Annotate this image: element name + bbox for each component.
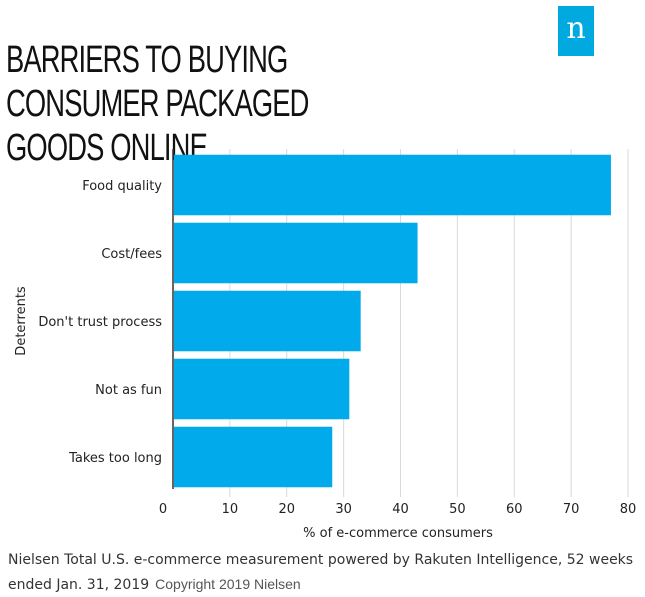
chart-title: Barriers to buying consumer packaged goo… — [6, 39, 309, 169]
x-axis-label: % of e-commerce consumers — [303, 526, 493, 541]
x-tick-label: 80 — [620, 502, 637, 517]
bar — [174, 290, 361, 352]
category-label: Cost/fees — [101, 247, 162, 262]
source-note: Nielsen Total U.S. e-commerce measuremen… — [8, 548, 638, 597]
y-axis-label: Deterrents — [14, 286, 29, 356]
bars — [174, 154, 611, 488]
bar — [174, 222, 418, 284]
source-text: Nielsen Total U.S. e-commerce measuremen… — [8, 552, 634, 593]
bar-chart: Food quality Cost/fees Don't trust process… — [14, 149, 636, 541]
x-tick-label: 70 — [563, 502, 580, 517]
bar — [174, 154, 611, 216]
x-tick-labels: 0 10 20 30 40 50 60 70 80 — [159, 502, 636, 517]
x-tick-label: 40 — [392, 502, 409, 517]
x-tick-label: 10 — [222, 502, 239, 517]
logo-letter: n — [566, 11, 586, 46]
category-label: Takes too long — [68, 451, 162, 466]
copyright-text: Copyright 2019 Nielsen — [155, 576, 301, 592]
category-label: Not as fun — [95, 383, 162, 398]
bar — [174, 358, 350, 420]
x-tick-label: 20 — [278, 502, 295, 517]
top-rule — [0, 0, 645, 8]
bar — [174, 426, 333, 488]
category-labels: Food quality Cost/fees Don't trust process… — [38, 179, 162, 466]
category-label: Don't trust process — [38, 315, 162, 330]
x-tick-label: 0 — [159, 502, 167, 517]
category-label: Food quality — [82, 179, 162, 194]
x-tick-label: 60 — [506, 502, 523, 517]
x-tick-label: 50 — [449, 502, 466, 517]
nielsen-logo-icon: n — [558, 6, 594, 56]
x-tick-label: 30 — [335, 502, 352, 517]
